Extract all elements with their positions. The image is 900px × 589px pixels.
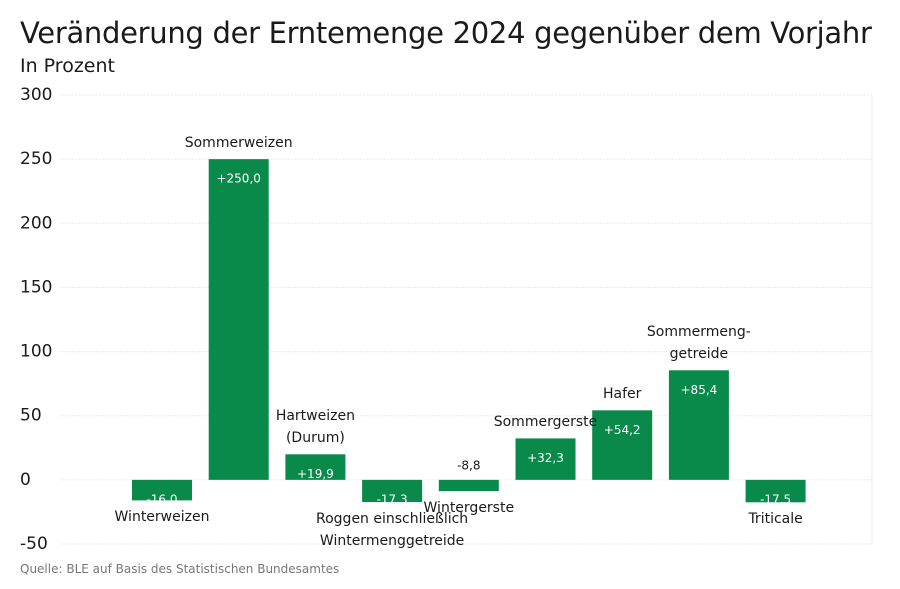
- bar: [208, 159, 269, 480]
- value-label: -16,0: [146, 492, 177, 506]
- category-label: Roggen einschließlich Wintermenggetreide: [316, 511, 469, 550]
- source-note: Quelle: BLE auf Basis des Statistischen …: [20, 562, 340, 576]
- bar: [592, 410, 653, 480]
- value-label: -17,5: [760, 492, 791, 506]
- value-label: -17,3: [377, 492, 408, 506]
- chart-title: Veränderung der Erntemenge 2024 gegenübe…: [20, 16, 872, 50]
- category-label: Wintergerste: [423, 500, 515, 517]
- category-label: Sommerweizen: [184, 135, 293, 152]
- bar: [745, 479, 806, 503]
- bar: [515, 438, 576, 480]
- value-label: +54,2: [604, 423, 641, 437]
- category-label: Hartweizen (Durum): [275, 408, 355, 447]
- bar: [132, 479, 192, 501]
- bar: [438, 479, 499, 492]
- y-tick-label: 300: [20, 85, 52, 105]
- value-label: +32,3: [527, 451, 564, 465]
- chart-subtitle: In Prozent: [20, 55, 115, 77]
- value-label: -8,8: [457, 458, 480, 472]
- bar: [668, 370, 729, 480]
- y-tick-label: 250: [20, 149, 52, 169]
- y-tick-label: 50: [20, 406, 42, 426]
- y-tick-label: 150: [20, 277, 52, 297]
- category-label: Sommermeng- getreide: [646, 324, 751, 363]
- category-label: Hafer: [602, 386, 642, 403]
- category-label: Sommergerste: [493, 414, 598, 431]
- bar: [285, 454, 346, 480]
- y-tick-label: -50: [20, 534, 48, 554]
- category-label: Winterweizen: [114, 509, 210, 526]
- bar: [362, 479, 423, 503]
- value-label: +19,9: [297, 467, 334, 481]
- y-tick-label: 0: [20, 470, 31, 490]
- category-label: Triticale: [748, 511, 803, 528]
- value-label: +85,4: [681, 383, 718, 397]
- value-label: +250,0: [216, 172, 260, 186]
- y-tick-label: 200: [20, 213, 52, 233]
- y-tick-label: 100: [20, 342, 52, 362]
